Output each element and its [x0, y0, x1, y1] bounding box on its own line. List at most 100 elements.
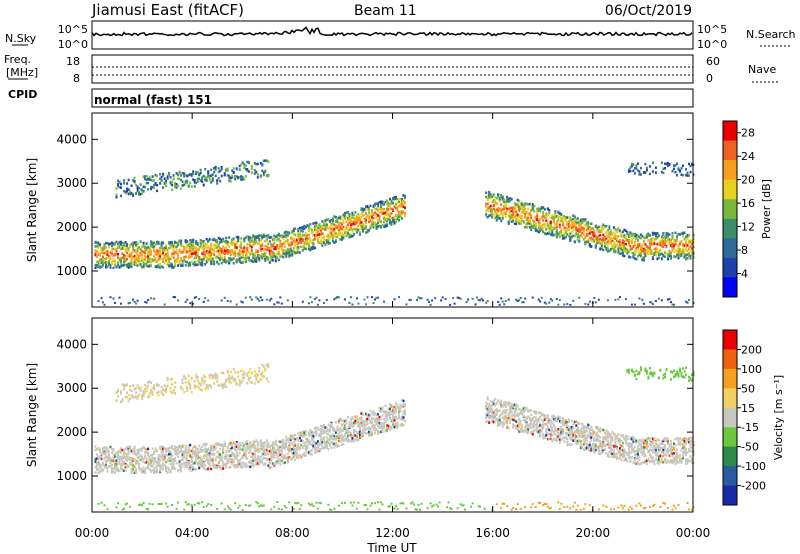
data-cell: [147, 384, 150, 388]
data-cell: [285, 251, 288, 255]
data-cell: [636, 234, 639, 237]
data-cell: [157, 240, 160, 244]
data-cell: [195, 450, 198, 454]
data-cell: [169, 181, 172, 185]
data-cell: [207, 239, 210, 243]
data-cell: [274, 235, 277, 238]
data-cell: [124, 190, 127, 194]
data-cell: [187, 462, 190, 466]
data-cell: [199, 382, 202, 385]
data-cell: [679, 170, 681, 173]
data-cell: [250, 451, 253, 455]
data-cell: [265, 298, 268, 301]
data-cell: [198, 444, 201, 448]
data-cell: [226, 240, 229, 244]
data-cell: [162, 393, 165, 396]
data-cell: [501, 216, 504, 220]
data-cell: [668, 254, 671, 258]
data-cell: [187, 446, 190, 450]
data-cell: [232, 242, 235, 246]
data-cell: [214, 466, 217, 469]
data-cell: [186, 246, 189, 249]
data-cell: [153, 247, 156, 250]
data-cell: [555, 225, 558, 229]
data-cell: [195, 447, 198, 450]
data-cell: [539, 227, 542, 231]
data-cell: [97, 447, 100, 450]
data-cell: [321, 241, 324, 244]
data-cell: [492, 200, 495, 203]
data-cell: [286, 240, 289, 243]
data-cell: [579, 220, 582, 223]
data-cell: [250, 240, 253, 243]
data-cell: [237, 252, 240, 256]
data-cell: [641, 256, 644, 259]
data-cell: [633, 172, 636, 175]
data-cell: [301, 227, 304, 230]
data-cell: [157, 384, 160, 387]
data-cell: [268, 261, 271, 264]
data-cell: [159, 182, 162, 185]
data-cell: [677, 256, 680, 260]
data-cell: [355, 231, 358, 234]
data-cell: [686, 249, 689, 253]
data-cell: [150, 453, 153, 457]
data-cell: [238, 250, 241, 253]
data-cell: [231, 243, 234, 246]
data-cell: [199, 455, 202, 458]
data-cell: [220, 174, 223, 178]
data-cell: [662, 167, 665, 171]
data-cell: [133, 249, 136, 252]
data-cell: [363, 219, 366, 223]
data-cell: [205, 384, 208, 387]
data-cell: [617, 227, 620, 230]
data-cell: [154, 257, 157, 260]
data-cell: [606, 244, 609, 247]
data-cell: [190, 252, 193, 256]
data-cell: [258, 254, 261, 257]
data-cell: [217, 256, 220, 260]
data-cell: [632, 233, 635, 236]
data-cell: [106, 242, 109, 245]
data-cell: [368, 214, 370, 218]
data-cell: [127, 398, 130, 402]
data-cell: [603, 243, 606, 246]
data-cell: [268, 240, 271, 243]
data-cell: [244, 462, 247, 465]
data-cell: [223, 247, 226, 250]
data-cell: [316, 303, 319, 306]
data-cell: [192, 172, 195, 176]
data-cell: [133, 452, 136, 455]
data-cell: [141, 394, 144, 397]
data-cell: [180, 178, 183, 182]
data-cell: [294, 227, 297, 230]
data-cell: [582, 219, 585, 223]
data-cell: [174, 467, 177, 470]
data-cell: [495, 215, 498, 218]
data-cell: [651, 242, 654, 245]
data-cell: [114, 301, 116, 304]
data-cell: [612, 241, 615, 244]
data-cell: [618, 229, 621, 232]
data-cell: [563, 226, 566, 229]
data-cell: [238, 384, 241, 387]
data-cell: [186, 389, 189, 392]
data-cell: [234, 244, 237, 247]
data-cell: [650, 249, 653, 253]
data-cell: [141, 257, 144, 260]
data-cell: [274, 259, 277, 263]
data-cell: [184, 173, 187, 177]
data-cell: [590, 238, 593, 242]
data-cell: [178, 240, 181, 243]
data-cell: [380, 225, 382, 228]
data-cell: [247, 504, 250, 507]
noise-left-tick-bottom: 10^0: [58, 38, 88, 51]
data-cell: [127, 449, 130, 452]
data-cell: [358, 222, 361, 226]
data-cell: [247, 461, 250, 464]
noise-panel-frame: [91, 20, 694, 50]
data-cell: [153, 457, 156, 461]
data-cell: [686, 237, 689, 241]
data-cell: [144, 249, 147, 253]
data-cell: [144, 245, 147, 249]
